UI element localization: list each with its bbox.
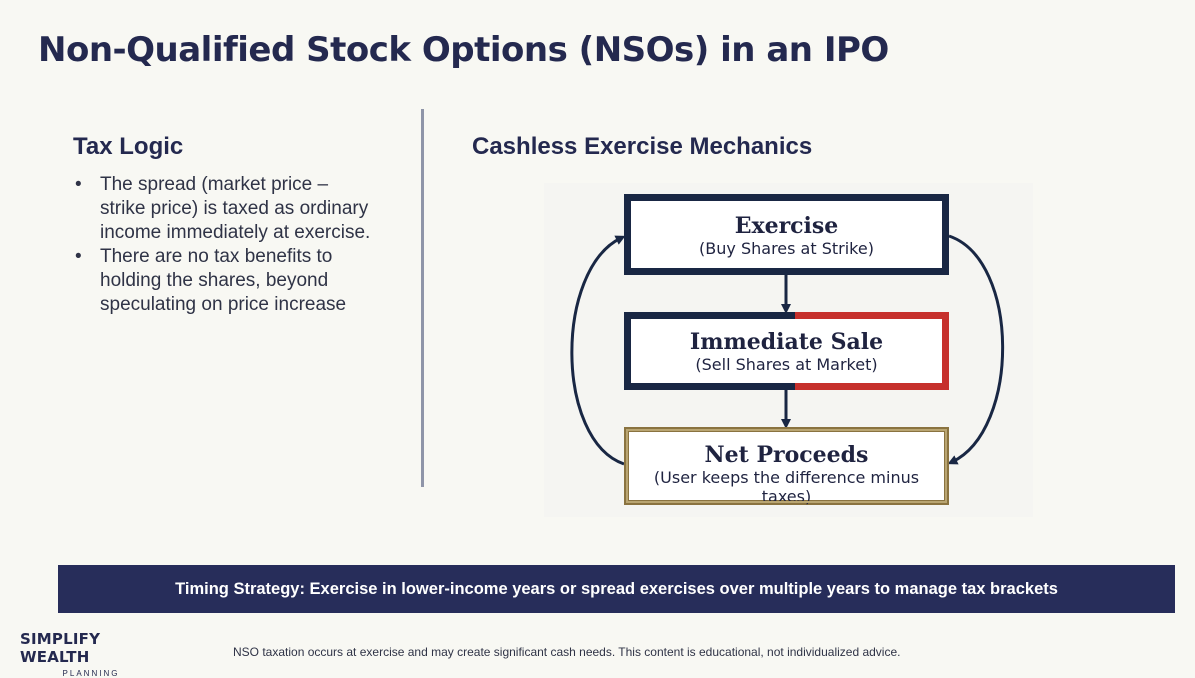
footer-disclaimer: NSO taxation occurs at exercise and may … [233, 645, 901, 659]
bullet-text: The spread (market price – strike price)… [100, 174, 371, 243]
arrow-left-loop [570, 235, 626, 466]
tax-logic-heading: Tax Logic [73, 133, 184, 160]
box-title: Exercise [734, 213, 839, 239]
company-logo: SIMPLIFY WEALTH PLANNING [20, 630, 170, 678]
bullet-icon: • [75, 246, 82, 267]
arrow-right-loop [947, 234, 1005, 465]
timing-strategy-banner: Timing Strategy: Exercise in lower-incom… [58, 565, 1175, 613]
box-subtitle: (Buy Shares at Strike) [699, 239, 874, 258]
mechanics-heading: Cashless Exercise Mechanics [472, 133, 813, 160]
exercise-box: Exercise (Buy Shares at Strike) [624, 194, 949, 275]
box-subtitle: (User keeps the difference minus taxes) [653, 468, 920, 506]
logo-line-2: PLANNING [62, 669, 120, 678]
box-subtitle: (Sell Shares at Market) [695, 355, 878, 374]
box-title: Immediate Sale [689, 329, 884, 355]
bullet-icon: • [75, 174, 82, 195]
list-item: • The spread (market price – strike price… [73, 173, 373, 245]
column-divider [421, 109, 424, 487]
immediate-sale-box: Immediate Sale (Sell Shares at Market) [624, 312, 949, 390]
logo-line-1: SIMPLIFY WEALTH [20, 630, 101, 666]
banner-text: Timing Strategy: Exercise in lower-incom… [175, 579, 1058, 598]
box-title: Net Proceeds [704, 442, 869, 468]
bullet-text: There are no tax benefits to holding the… [100, 246, 347, 315]
list-item: • There are no tax benefits to holding th… [73, 245, 373, 317]
net-proceeds-box: Net Proceeds (User keeps the difference … [624, 427, 949, 506]
tax-logic-list: • The spread (market price – strike price… [73, 173, 373, 317]
page-title: Non-Qualified Stock Options (NSOs) in an… [38, 30, 889, 70]
